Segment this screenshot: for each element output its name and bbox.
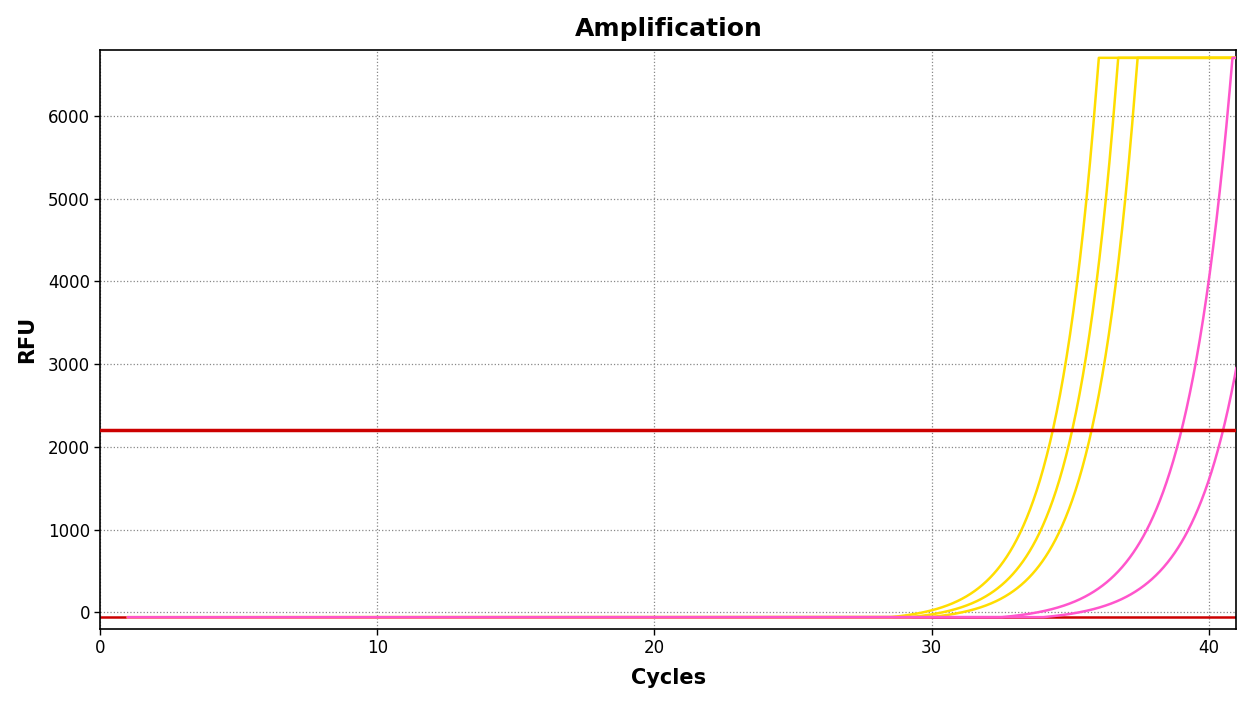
Title: Amplification: Amplification [574,17,762,41]
X-axis label: Cycles: Cycles [630,668,705,688]
Y-axis label: RFU: RFU [16,316,36,363]
